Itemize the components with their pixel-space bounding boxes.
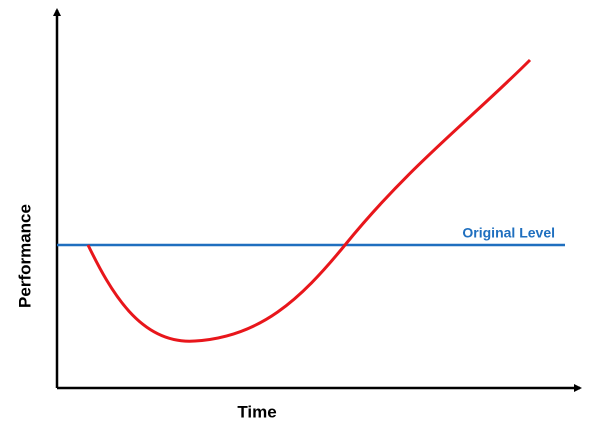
x-axis-label: Time <box>237 402 276 421</box>
performance-curve <box>86 58 532 343</box>
reference-line-label: Original Level <box>462 225 555 241</box>
y-axis-label: Performance <box>15 204 34 308</box>
